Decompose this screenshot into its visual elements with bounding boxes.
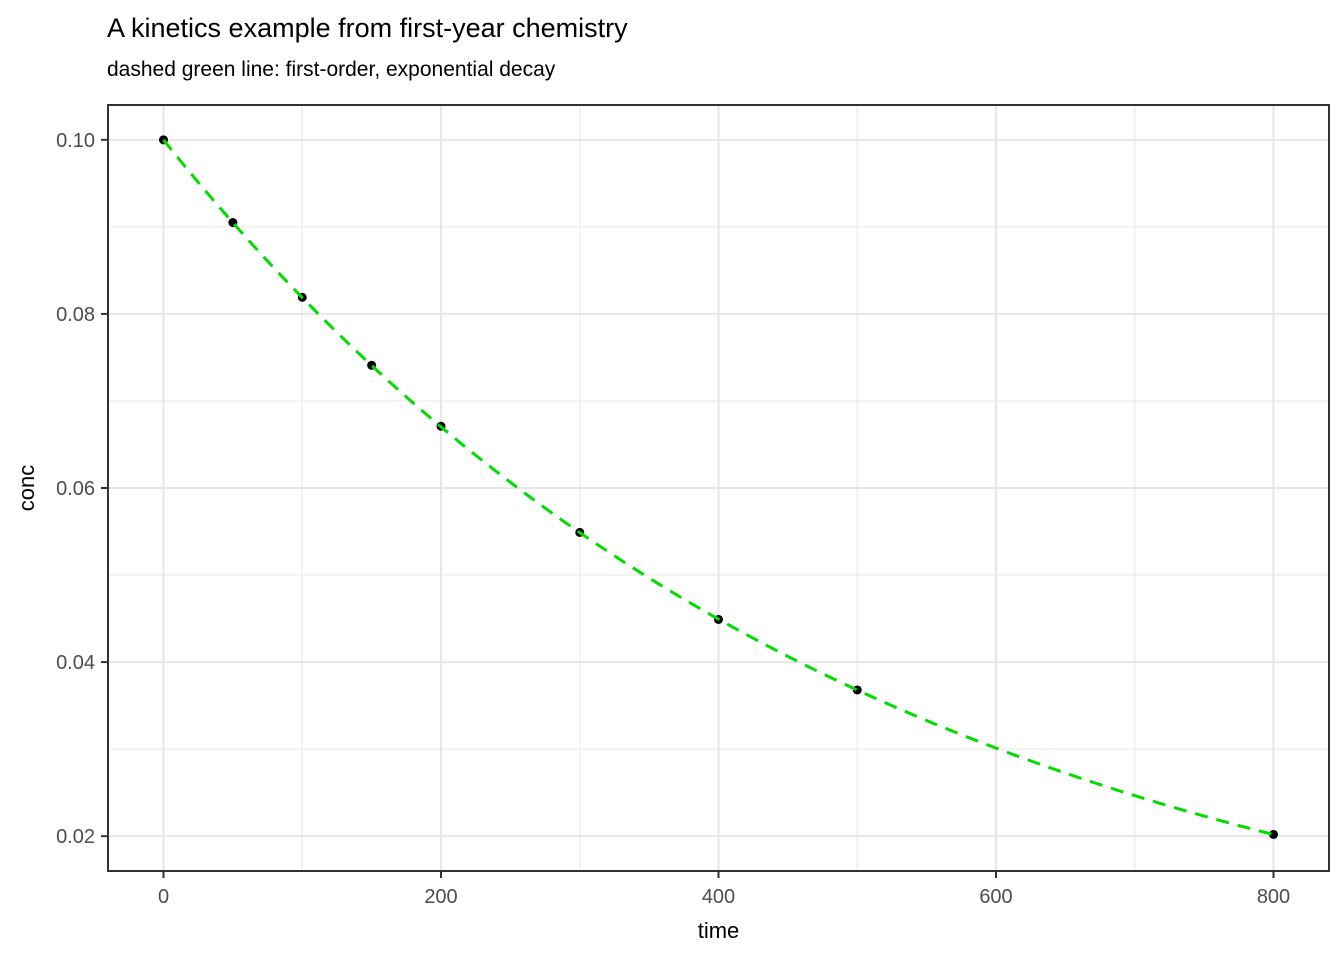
y-tick-label: 0.04 — [56, 652, 95, 674]
y-tick-label: 0.10 — [56, 130, 95, 152]
y-tick-label: 0.02 — [56, 826, 95, 848]
x-tick-label: 600 — [979, 886, 1012, 908]
x-tick-label: 0 — [158, 886, 169, 908]
fit-line — [162, 138, 1274, 836]
chart-title: A kinetics example from first-year chemi… — [107, 13, 628, 43]
x-tick-label: 400 — [702, 886, 735, 908]
x-axis-title: time — [698, 918, 740, 943]
chart-subtitle: dashed green line: first-order, exponent… — [107, 58, 556, 81]
y-axis-title: conc — [14, 465, 39, 511]
y-tick-label: 0.06 — [56, 478, 95, 500]
y-tick-label: 0.08 — [56, 304, 95, 326]
x-tick-label: 200 — [424, 886, 457, 908]
data-point — [1269, 829, 1278, 839]
x-tick-label: 800 — [1257, 886, 1290, 908]
